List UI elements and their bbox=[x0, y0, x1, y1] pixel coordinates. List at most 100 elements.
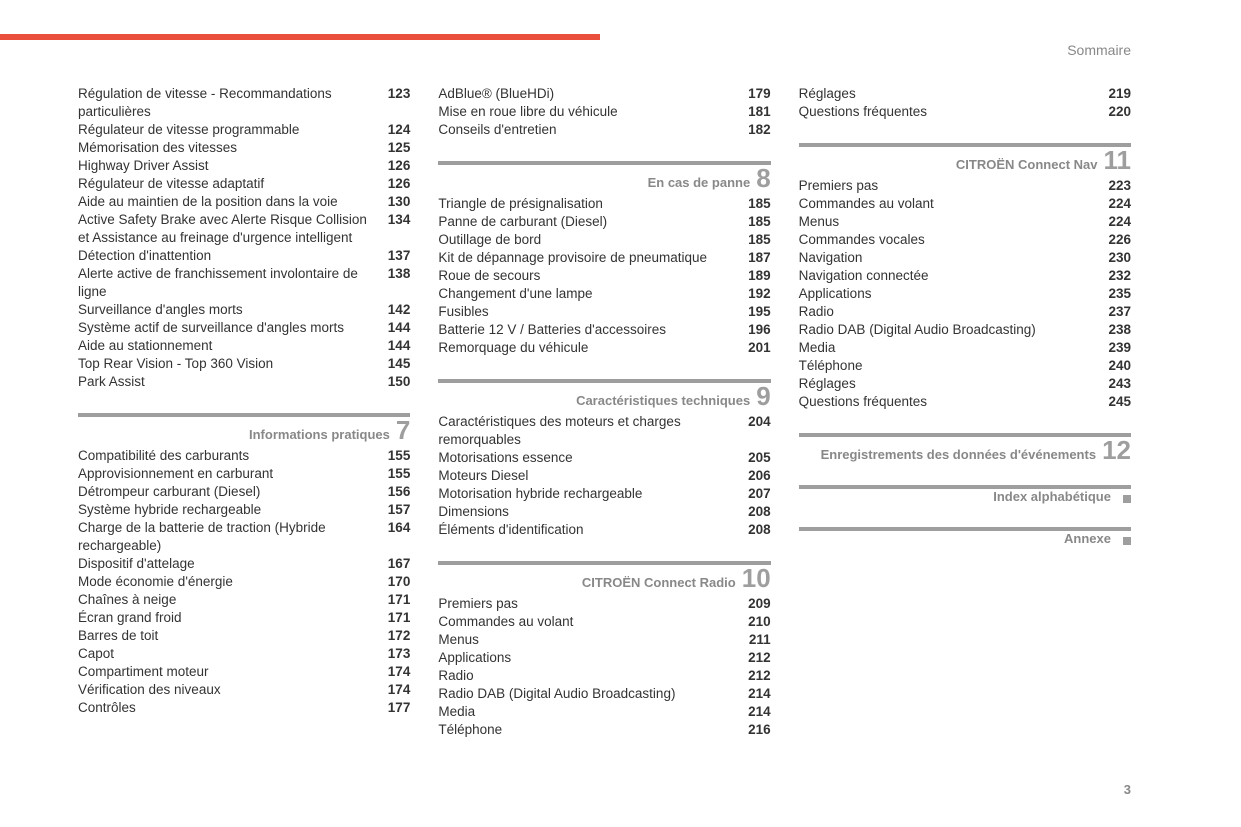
toc-entry: Détection d'inattention137 bbox=[78, 247, 410, 265]
toc-entry-page: 195 bbox=[737, 303, 771, 321]
toc-entry-label: Media bbox=[438, 703, 736, 721]
toc-entry-label: Fusibles bbox=[438, 303, 736, 321]
toc-entry-label: Radio bbox=[799, 303, 1097, 321]
toc-entry-label: Téléphone bbox=[438, 721, 736, 739]
toc-entry-page: 173 bbox=[376, 645, 410, 663]
toc-entry-page: 196 bbox=[737, 321, 771, 339]
toc-entry-label: Aide au stationnement bbox=[78, 337, 376, 355]
toc-entry: Menus224 bbox=[799, 213, 1131, 231]
toc-entry-page: 177 bbox=[376, 699, 410, 717]
toc-entry-label: Triangle de présignalisation bbox=[438, 195, 736, 213]
toc-entry: Questions fréquentes245 bbox=[799, 393, 1131, 411]
toc-entry: Caractéristiques des moteurs et charges … bbox=[438, 413, 770, 449]
toc-entry-label: Téléphone bbox=[799, 357, 1097, 375]
section-title: CITROËN Connect Nav bbox=[956, 157, 1098, 173]
toc-entry-label: Outillage de bord bbox=[438, 231, 736, 249]
toc-entry-page: 237 bbox=[1097, 303, 1131, 321]
toc-column: Réglages219Questions fréquentes220CITROË… bbox=[799, 85, 1131, 739]
toc-entry-page: 157 bbox=[376, 501, 410, 519]
toc-entry-page: 224 bbox=[1097, 213, 1131, 231]
toc-entry-label: Réglages bbox=[799, 85, 1097, 103]
toc-entry: AdBlue® (BlueHDi)179 bbox=[438, 85, 770, 103]
toc-entry-page: 144 bbox=[376, 337, 410, 355]
toc-entry: Écran grand froid171 bbox=[78, 609, 410, 627]
toc-entry-page: 170 bbox=[376, 573, 410, 591]
toc-entry: Aide au maintien de la position dans la … bbox=[78, 193, 410, 211]
toc-entry-label: Contrôles bbox=[78, 699, 376, 717]
toc-entry: Fusibles195 bbox=[438, 303, 770, 321]
toc-entry-page: 172 bbox=[376, 627, 410, 645]
toc-entry-page: 187 bbox=[737, 249, 771, 267]
toc-entry-page: 208 bbox=[737, 503, 771, 521]
toc-entry-page: 216 bbox=[737, 721, 771, 739]
toc-entry-label: Questions fréquentes bbox=[799, 393, 1097, 411]
toc-entry-label: Commandes vocales bbox=[799, 231, 1097, 249]
toc-entry-page: 134 bbox=[376, 211, 410, 229]
toc-entry-page: 226 bbox=[1097, 231, 1131, 249]
toc-entry: Mise en roue libre du véhicule181 bbox=[438, 103, 770, 121]
toc-entry: Panne de carburant (Diesel)185 bbox=[438, 213, 770, 231]
toc-entry-page: 189 bbox=[737, 267, 771, 285]
toc-entry: Premiers pas209 bbox=[438, 595, 770, 613]
toc-entry-page: 171 bbox=[376, 609, 410, 627]
toc-entry: Vérification des niveaux174 bbox=[78, 681, 410, 699]
toc-entry-label: Active Safety Brake avec Alerte Risque C… bbox=[78, 211, 376, 247]
toc-entry-label: Navigation connectée bbox=[799, 267, 1097, 285]
toc-entry-page: 211 bbox=[737, 631, 771, 649]
toc-entry-page: 209 bbox=[737, 595, 771, 613]
toc-entry-label: Conseils d'entretien bbox=[438, 121, 736, 139]
toc-entry: Media214 bbox=[438, 703, 770, 721]
toc-entry: Active Safety Brake avec Alerte Risque C… bbox=[78, 211, 410, 247]
toc-entry: Capot173 bbox=[78, 645, 410, 663]
toc-entry-label: Radio bbox=[438, 667, 736, 685]
header-label: Sommaire bbox=[1067, 42, 1131, 58]
toc-entry-page: 171 bbox=[376, 591, 410, 609]
toc-entry: Éléments d'identification208 bbox=[438, 521, 770, 539]
toc-entry-label: Charge de la batterie de traction (Hybri… bbox=[78, 519, 376, 555]
toc-entry-label: Menus bbox=[438, 631, 736, 649]
toc-entry: Applications235 bbox=[799, 285, 1131, 303]
toc-entry-label: Détrompeur carburant (Diesel) bbox=[78, 483, 376, 501]
section-title: Informations pratiques bbox=[249, 427, 390, 443]
section-number: 12 bbox=[1102, 437, 1131, 463]
top-accent-bar bbox=[0, 0, 600, 40]
section-header: Index alphabétique bbox=[799, 485, 1131, 505]
toc-entry: Park Assist150 bbox=[78, 373, 410, 391]
toc-entry-label: Commandes au volant bbox=[799, 195, 1097, 213]
section-title: Enregistrements des données d'événements bbox=[821, 447, 1096, 463]
toc-entry: Applications212 bbox=[438, 649, 770, 667]
section-title: CITROËN Connect Radio bbox=[582, 575, 736, 591]
toc-entry-page: 205 bbox=[737, 449, 771, 467]
toc-entry-page: 243 bbox=[1097, 375, 1131, 393]
toc-entry-label: Mise en roue libre du véhicule bbox=[438, 103, 736, 121]
section-header: Informations pratiques7 bbox=[78, 413, 410, 443]
toc-entry-page: 232 bbox=[1097, 267, 1131, 285]
toc-entry-label: Caractéristiques des moteurs et charges … bbox=[438, 413, 736, 449]
toc-entry: Charge de la batterie de traction (Hybri… bbox=[78, 519, 410, 555]
toc-entry-page: 212 bbox=[737, 649, 771, 667]
toc-entry-page: 142 bbox=[376, 301, 410, 319]
toc-entry-page: 126 bbox=[376, 175, 410, 193]
toc-entry: Téléphone216 bbox=[438, 721, 770, 739]
toc-entry-label: Alerte active de franchissement involont… bbox=[78, 265, 376, 301]
toc-entry-page: 156 bbox=[376, 483, 410, 501]
toc-entry: Système hybride rechargeable157 bbox=[78, 501, 410, 519]
toc-entry-label: Dispositif d'attelage bbox=[78, 555, 376, 573]
toc-entry: Aide au stationnement144 bbox=[78, 337, 410, 355]
toc-entry-label: Applications bbox=[438, 649, 736, 667]
section-number: 10 bbox=[742, 565, 771, 591]
section-number: 8 bbox=[756, 165, 770, 191]
toc-entry: Kit de dépannage provisoire de pneumatiq… bbox=[438, 249, 770, 267]
toc-entry-label: Approvisionnement en carburant bbox=[78, 465, 376, 483]
toc-entry: Contrôles177 bbox=[78, 699, 410, 717]
section-number: 9 bbox=[756, 383, 770, 409]
toc-entry: Motorisations essence205 bbox=[438, 449, 770, 467]
section-title: Index alphabétique bbox=[993, 489, 1113, 505]
toc-entry-label: Panne de carburant (Diesel) bbox=[438, 213, 736, 231]
toc-entry-page: 207 bbox=[737, 485, 771, 503]
section-number: 11 bbox=[1103, 147, 1131, 173]
toc-entry-page: 219 bbox=[1097, 85, 1131, 103]
toc-column: AdBlue® (BlueHDi)179Mise en roue libre d… bbox=[438, 85, 770, 739]
toc-entry-label: Park Assist bbox=[78, 373, 376, 391]
toc-entry-page: 214 bbox=[737, 703, 771, 721]
